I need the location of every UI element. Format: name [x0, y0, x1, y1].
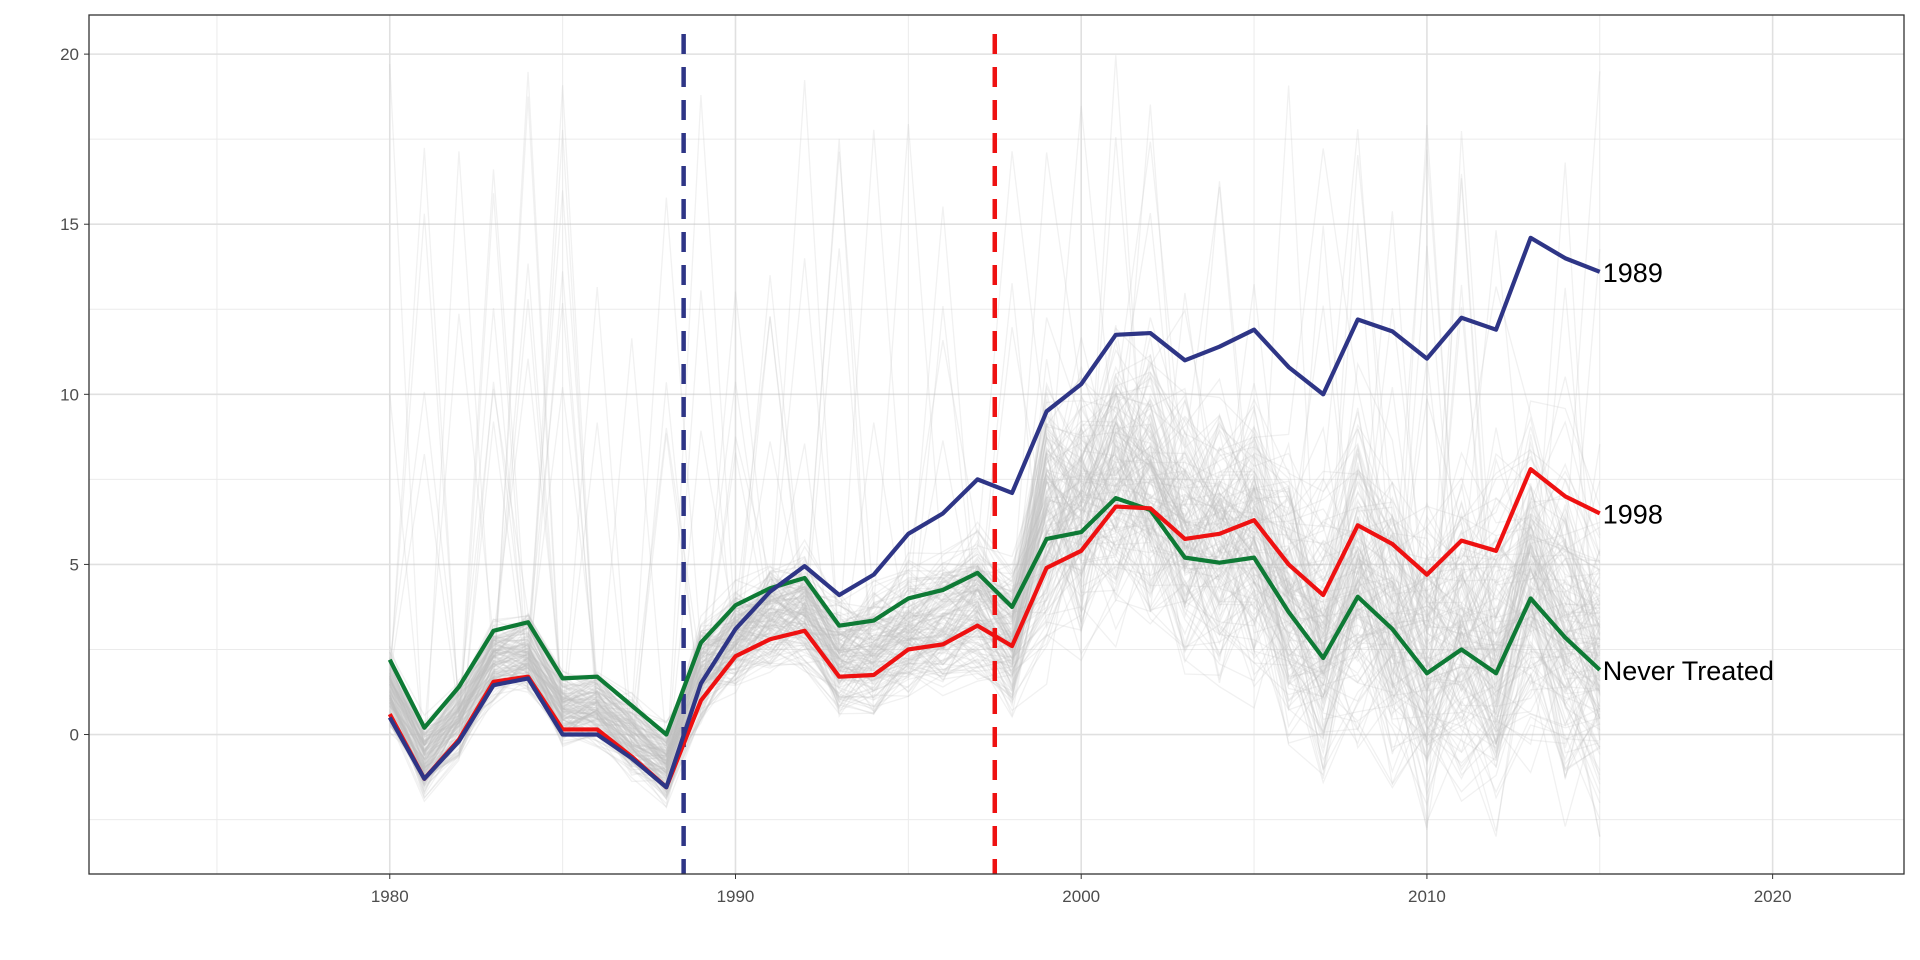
placebo-line [389, 284, 1600, 754]
placebo-line [389, 327, 1601, 757]
placebo-line [389, 186, 1601, 765]
placebo-line [389, 124, 1601, 741]
placebo-line [389, 137, 1601, 797]
x-tick-label: 1990 [717, 887, 755, 906]
placebo-line [389, 129, 1601, 760]
placebo-line [389, 387, 1601, 751]
placebo-line [389, 440, 1601, 788]
series-label: Never Treated [1603, 656, 1774, 686]
placebo-line [389, 471, 1600, 761]
placebo-line [389, 129, 1601, 801]
placebo-line [389, 105, 1600, 762]
placebo-line [389, 337, 1600, 752]
placebo-line [389, 325, 1601, 769]
x-tick-label: 2020 [1754, 887, 1792, 906]
series-line-1989 [387, 235, 1601, 790]
placebo-line [389, 375, 1601, 760]
placebo-line [389, 401, 1601, 746]
y-tick-label: 10 [60, 385, 79, 404]
placebo-line [389, 421, 1601, 804]
placebo-line [389, 306, 1601, 762]
x-tick-label: 2010 [1408, 887, 1446, 906]
placebo-line [389, 336, 1601, 744]
x-tick-label: 2000 [1062, 887, 1100, 906]
placebo-line [389, 448, 1600, 773]
placebo-line [389, 395, 1601, 759]
placebo-line [389, 152, 1601, 760]
placebo-line [389, 414, 1600, 761]
placebo-line [389, 358, 1600, 798]
placebo-line [389, 497, 1601, 820]
placebo-line [389, 151, 1601, 737]
y-tick-label: 20 [60, 45, 79, 64]
series-line-1998 [387, 467, 1601, 790]
x-tick-label: 1980 [371, 887, 409, 906]
placebo-line [389, 193, 1601, 808]
series-lines [387, 235, 1602, 790]
placebo-line [389, 149, 1601, 763]
placebo-line [389, 439, 1601, 765]
placebo-line [389, 430, 1601, 773]
placebo-line [389, 478, 1601, 779]
series-label: 1989 [1603, 258, 1663, 288]
placebo-line [389, 478, 1600, 763]
y-tick-label: 0 [70, 726, 79, 745]
placebo-line [389, 461, 1601, 779]
y-tick-label: 5 [70, 555, 79, 574]
y-tick-label: 15 [60, 215, 79, 234]
series-labels: Never Treated 1998 1989 [1603, 258, 1774, 686]
series-label: 1998 [1603, 499, 1663, 529]
axis-ticks: 1980 1990 2000 2010 2020 0 5 10 15 20 [60, 45, 1791, 906]
placebo-line [389, 507, 1601, 798]
placebo-line [389, 212, 1601, 794]
placebo-line [389, 407, 1601, 775]
placebo-line [389, 181, 1601, 774]
plot-panel-border [88, 14, 1905, 875]
placebo-line [389, 316, 1601, 793]
series-line-never-treated [387, 495, 1602, 737]
placebo-line [389, 428, 1600, 797]
placebo-line [389, 459, 1600, 784]
